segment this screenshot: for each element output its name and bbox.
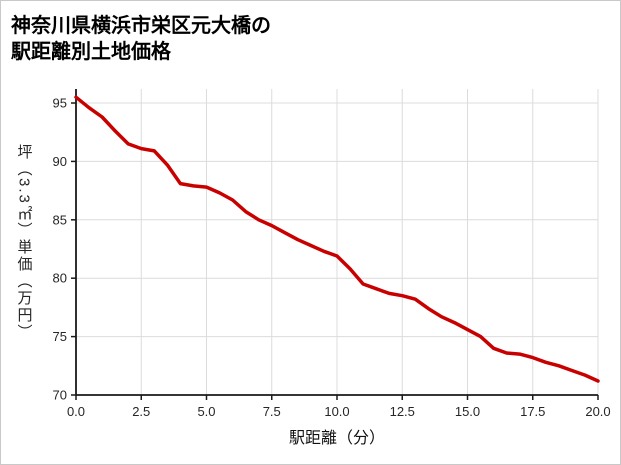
- y-tick-label: 80: [53, 271, 67, 286]
- x-tick-label: 10.0: [324, 404, 349, 419]
- title-line-1: 神奈川県横浜市栄区元大橋の: [11, 15, 271, 37]
- page-title: 神奈川県横浜市栄区元大橋の 駅距離別土地価格: [1, 1, 620, 67]
- price-line-series: [74, 95, 600, 383]
- x-tick-label: 12.5: [390, 404, 415, 419]
- x-tick-label: 20.0: [585, 404, 610, 419]
- title-line-2: 駅距離別土地価格: [11, 41, 171, 63]
- x-tick-label: 5.0: [197, 404, 215, 419]
- y-tick-label: 75: [53, 329, 67, 344]
- x-tick-label: 7.5: [263, 404, 281, 419]
- y-tick-label: 90: [53, 154, 67, 169]
- y-axis-label: 坪（3.3㎡）単価（万円）: [15, 143, 33, 341]
- y-tick-label: 95: [53, 96, 67, 111]
- x-tick-label: 15.0: [455, 404, 480, 419]
- x-axis-label: 駅距離（分）: [289, 429, 385, 447]
- x-tick-label: 17.5: [520, 404, 545, 419]
- line-chart: 0.0 2.5 5.0 7.5 10.0 12.5 15.0 17.5 20.0 70 75 80 85…: [53, 89, 611, 447]
- y-tick-label: 70: [53, 388, 67, 403]
- y-tick-label: 85: [53, 212, 67, 227]
- x-tick-label: 2.5: [132, 404, 150, 419]
- chart-area: 0.0 2.5 5.0 7.5 10.0 12.5 15.0 17.5 20.0 70 75 80 85…: [1, 79, 620, 464]
- x-tick-label: 0.0: [67, 404, 85, 419]
